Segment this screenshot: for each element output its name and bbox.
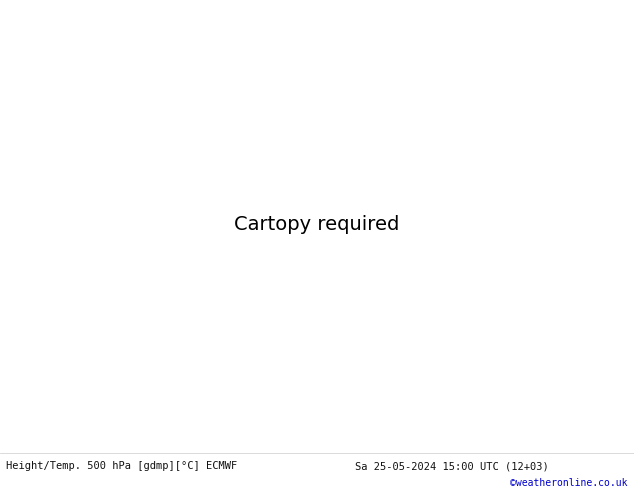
Text: Cartopy required: Cartopy required	[235, 216, 399, 234]
Text: ©weatheronline.co.uk: ©weatheronline.co.uk	[510, 478, 628, 488]
Text: Sa 25-05-2024 15:00 UTC (12+03): Sa 25-05-2024 15:00 UTC (12+03)	[355, 461, 549, 471]
Text: Height/Temp. 500 hPa [gdmp][°C] ECMWF: Height/Temp. 500 hPa [gdmp][°C] ECMWF	[6, 461, 238, 471]
